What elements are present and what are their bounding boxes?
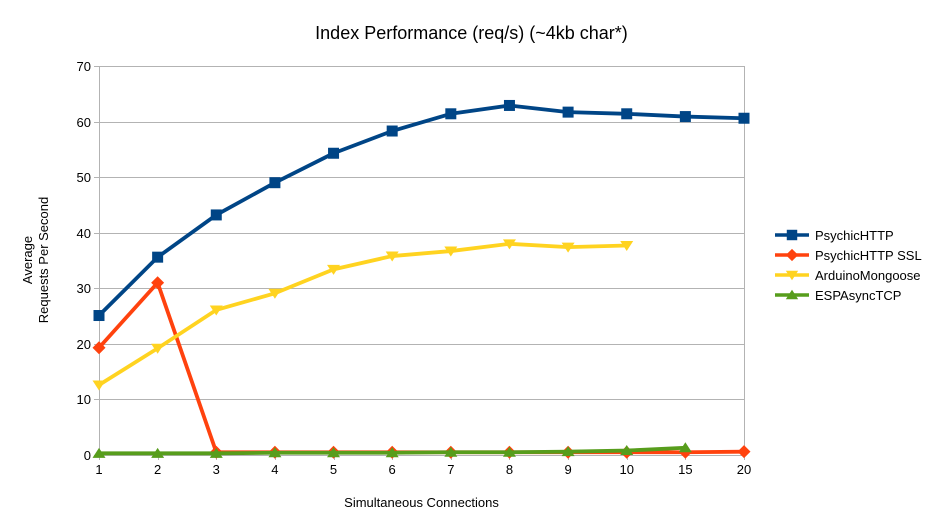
series-espasynctcp-triangle-up-marker-icon xyxy=(620,445,634,456)
legend-swatch-arduinomongoose xyxy=(775,270,809,281)
y-tick-label: 20 xyxy=(76,336,91,352)
series-arduinomongoose-triangle-down-marker-icon xyxy=(151,343,165,354)
series-psychichttp-square-marker-icon xyxy=(562,106,574,118)
legend-swatch-espasynctcp xyxy=(775,289,809,300)
series-espasynctcp-triangle-up-marker-icon xyxy=(209,447,223,458)
x-tick-label: 4 xyxy=(271,462,279,477)
x-tick-label: 1 xyxy=(95,462,103,477)
y-axis-title: Average Requests Per Second xyxy=(20,197,52,323)
series-arduinomongoose-triangle-down-marker-icon xyxy=(502,239,516,250)
series-espasynctcp-triangle-up-marker-icon xyxy=(327,447,341,458)
series-psychichttp-square-marker-icon xyxy=(445,108,457,120)
series-espasynctcp-triangle-up-marker-icon xyxy=(92,447,106,458)
x-tick-label: 5 xyxy=(329,462,338,477)
chart-title: Index Performance (req/s) (~4kb char*) xyxy=(315,23,628,43)
series-arduinomongoose-triangle-down-marker-icon xyxy=(209,305,223,316)
series-line-psychichttp-ssl xyxy=(97,280,745,455)
y-tick-label: 10 xyxy=(76,392,91,408)
series-psychichttp-square-marker-icon xyxy=(503,99,515,111)
series-espasynctcp-triangle-up-marker-icon xyxy=(561,446,575,457)
x-tick-label: 20 xyxy=(736,462,752,477)
x-tick-label: 9 xyxy=(564,462,572,477)
legend-item-psychichttp-ssl: PsychicHTTP SSL xyxy=(775,245,922,265)
series-arduinomongoose-triangle-down-marker-icon xyxy=(268,288,282,299)
y-tick-label: 0 xyxy=(83,448,91,463)
x-tick-label: 15 xyxy=(678,462,693,477)
x-axis-title: Simultaneous Connections xyxy=(344,495,499,510)
series-psychichttp-square-marker-icon xyxy=(679,111,691,123)
legend-swatch-psychichttp xyxy=(775,229,809,241)
series-psychichttp-ssl-diamond-marker-icon xyxy=(737,445,751,459)
series-psychichttp-square-marker-icon xyxy=(621,108,633,120)
series-psychichttp-square-marker-icon xyxy=(210,209,222,221)
legend-swatch-psychichttp-ssl xyxy=(775,248,809,262)
legend-psychichttp-ssl-diamond-marker-icon xyxy=(785,248,799,262)
series-psychichttp-square-marker-icon xyxy=(738,112,750,124)
legend-item-arduinomongoose: ArduinoMongoose xyxy=(775,265,922,285)
legend: PsychicHTTP PsychicHTTP SSL ArduinoMongoos… xyxy=(775,225,922,305)
series-arduinomongoose-triangle-down-marker-icon xyxy=(620,240,634,251)
legend-label: ESPAsyncTCP xyxy=(815,287,902,303)
legend-label: PsychicHTTP xyxy=(815,227,894,243)
legend-label: PsychicHTTP SSL xyxy=(815,247,922,263)
y-axis-title-line2: Requests Per Second xyxy=(36,196,51,324)
series-arduinomongoose-triangle-down-marker-icon xyxy=(444,246,458,257)
legend-espasynctcp-triangle-up-marker-icon xyxy=(785,289,799,300)
series-espasynctcp-triangle-up-marker-icon xyxy=(385,447,399,458)
series-arduinomongoose-triangle-down-marker-icon xyxy=(385,251,399,262)
series-psychichttp-ssl-diamond-marker-icon xyxy=(92,341,106,355)
series-arduinomongoose-triangle-down-marker-icon xyxy=(92,380,106,391)
y-tick-label: 50 xyxy=(76,170,91,186)
legend-item-espasynctcp: ESPAsyncTCP xyxy=(775,285,922,305)
series-espasynctcp-triangle-up-marker-icon xyxy=(268,447,282,458)
series-psychichttp-square-marker-icon xyxy=(328,147,340,159)
x-tick-label: 8 xyxy=(505,462,514,477)
legend-label: ArduinoMongoose xyxy=(815,267,921,283)
x-tick-label: 10 xyxy=(619,462,634,477)
x-tick-label: 7 xyxy=(447,462,455,477)
series-arduinomongoose-triangle-down-marker-icon xyxy=(327,264,341,275)
legend-arduinomongoose-triangle-down-marker-icon xyxy=(785,270,799,281)
legend-psychichttp-square-marker-icon xyxy=(786,229,798,241)
y-tick-label: 60 xyxy=(76,114,91,130)
series-psychichttp-square-marker-icon xyxy=(93,310,105,322)
y-axis-title-line1: Average xyxy=(20,235,35,285)
series-arduinomongoose-triangle-down-marker-icon xyxy=(561,242,575,253)
x-tick-label: 3 xyxy=(212,462,220,477)
series-espasynctcp-triangle-up-marker-icon xyxy=(444,446,458,457)
series-psychichttp-square-marker-icon xyxy=(152,251,164,263)
series-line-arduinomongoose xyxy=(97,241,627,387)
x-tick-label: 2 xyxy=(154,462,162,477)
series-line-psychichttp xyxy=(97,103,745,317)
series-espasynctcp-triangle-up-marker-icon xyxy=(678,442,692,453)
series-espasynctcp-triangle-up-marker-icon xyxy=(151,447,165,458)
x-tick-label: 6 xyxy=(388,462,396,477)
y-tick-label: 30 xyxy=(76,281,91,297)
y-tick-label: 70 xyxy=(76,59,91,74)
series-psychichttp-ssl-diamond-marker-icon xyxy=(151,276,165,290)
legend-item-psychichttp: PsychicHTTP xyxy=(775,225,922,245)
series-psychichttp-square-marker-icon xyxy=(269,177,281,189)
series-espasynctcp-triangle-up-marker-icon xyxy=(502,446,516,457)
y-tick-label: 40 xyxy=(76,225,91,241)
series-psychichttp-square-marker-icon xyxy=(386,125,398,137)
